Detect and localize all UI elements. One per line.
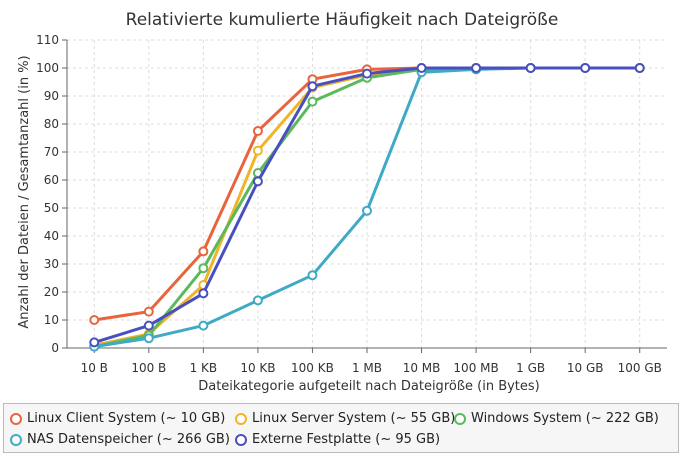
data-point: [89, 315, 100, 325]
chart-legend: Linux Client System (~ 10 GB) Linux Serve…: [3, 403, 679, 453]
legend-label: Linux Client System (~ 10 GB): [27, 411, 226, 426]
y-tick-label: 60: [44, 173, 59, 187]
y-tick-label: 100: [36, 61, 59, 75]
x-tick-label: 10 B: [81, 361, 108, 375]
y-tick-label: 70: [44, 145, 59, 159]
legend-marker-icon: [235, 433, 247, 446]
x-axis-label: Dateikategorie aufgeteilt nach Dateigröß…: [198, 379, 540, 394]
legend-label: NAS Datenspeicher (~ 266 GB): [27, 432, 230, 447]
y-tick-label: 10: [44, 313, 59, 327]
data-point: [362, 68, 372, 79]
data-point: [252, 145, 263, 156]
x-tick-label: 100 GB: [618, 361, 662, 375]
x-tick-label: 1 GB: [516, 361, 545, 375]
legend-item[interactable]: Windows System (~ 222 GB): [454, 411, 659, 426]
data-point: [198, 246, 209, 257]
data-point: [580, 63, 591, 73]
data-point: [198, 320, 209, 331]
data-point: [143, 306, 154, 317]
data-point: [143, 333, 154, 344]
legend-item[interactable]: NAS Datenspeicher (~ 266 GB): [10, 432, 230, 447]
y-tick-label: 20: [44, 285, 59, 299]
line-chart: Relativierte kumulierte Häufigkeit nach …: [17, 10, 667, 394]
legend-marker-icon: [10, 433, 22, 446]
data-point: [198, 263, 209, 274]
legend-marker-icon: [454, 412, 466, 425]
legend-item[interactable]: Linux Server System (~ 55 GB): [235, 411, 455, 426]
data-point: [143, 320, 154, 331]
data-point: [471, 63, 482, 73]
x-tick-label: 100 KB: [291, 361, 334, 375]
data-point: [198, 288, 209, 299]
y-axis-label: Anzahl der Dateien / Gesamtanzahl (in %): [17, 55, 32, 328]
x-tick-label: 10 MB: [403, 361, 441, 375]
data-point: [362, 205, 372, 216]
y-tick-label: 110: [36, 33, 59, 47]
data-point: [307, 96, 318, 107]
y-tick-label: 40: [44, 229, 59, 243]
data-point: [252, 126, 263, 136]
legend-item[interactable]: Linux Client System (~ 10 GB): [10, 411, 225, 426]
y-tick-label: 90: [44, 89, 59, 103]
data-point: [307, 270, 318, 281]
series-4: [89, 63, 645, 348]
data-point: [634, 63, 645, 73]
x-tick-label: 100 B: [131, 361, 166, 375]
data-point: [252, 176, 263, 187]
legend-marker-icon: [235, 412, 247, 425]
data-point: [416, 63, 427, 73]
y-tick-label: 0: [51, 341, 59, 355]
x-tick-label: 100 MB: [453, 361, 498, 375]
legend-item[interactable]: Externe Festplatte (~ 95 GB): [235, 432, 440, 447]
legend-marker-icon: [10, 412, 22, 425]
x-tick-label: 10 KB: [240, 361, 275, 375]
x-tick-label: 1 MB: [352, 361, 382, 375]
legend-label: Windows System (~ 222 GB): [471, 411, 659, 426]
y-tick-label: 80: [44, 117, 59, 131]
x-tick-label: 10 GB: [567, 361, 604, 375]
data-point: [307, 81, 318, 92]
data-point: [89, 337, 100, 348]
data-point: [525, 63, 536, 73]
data-point: [252, 295, 263, 306]
y-tick-label: 50: [44, 201, 59, 215]
y-tick-label: 30: [44, 257, 59, 271]
chart-title: Relativierte kumulierte Häufigkeit nach …: [126, 10, 559, 30]
legend-label: Linux Server System (~ 55 GB): [252, 411, 456, 426]
legend-label: Externe Festplatte (~ 95 GB): [252, 432, 441, 447]
x-tick-label: 1 KB: [190, 361, 218, 375]
